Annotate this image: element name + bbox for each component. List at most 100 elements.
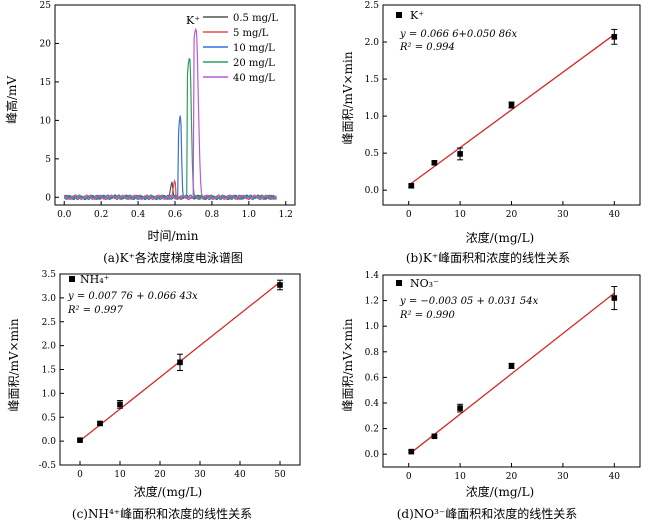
panel-d-ytick-label: 0.8 [365,348,380,358]
panel-c-r2: R² = 0.997 [67,305,124,316]
panel-d-data-point [457,405,463,411]
panel-b-data-point [431,159,438,166]
panel-a-xtick-label: 0.4 [131,210,146,220]
panel-d-calibration: 峰面积/mV×min 浓度/(mg/L) (d)NO³⁻峰面积和浓度的线性关系 … [341,271,641,521]
panel-d-ytick-label: 1.2 [365,297,379,307]
panel-d-xtick-label: 20 [506,472,518,482]
panel-b-ytick-label: 0.0 [365,186,380,196]
panel-c-ytick-label: 0.0 [42,437,57,447]
panel-d-ytick-label: 0.4 [365,399,380,409]
panel-d-ylabel: 峰面积/mV×min [341,318,355,411]
panel-c-ytick-label: 2.0 [42,342,57,352]
panel-b-equation: y = 0.066 6+0.050 86x [399,29,517,40]
panel-d-xtick-label: 40 [609,472,621,482]
panel-c-xtick-label: 20 [154,470,166,480]
panel-c-ytick-label: -0.5 [39,461,57,471]
panel-d-data-point [508,363,515,369]
panel-b-legend-marker [396,12,402,18]
panel-c-ytick-label: 3.5 [42,270,57,280]
panel-c-xtick-label: 40 [234,470,246,480]
panel-a-series-line [63,27,277,201]
panel-d-r2: R² = 0.990 [399,310,456,321]
panel-b-xtick-label: 0 [406,210,412,220]
panel-c-ytick-label: 2.5 [42,318,57,328]
panel-c-xtick-label: 0 [77,470,83,480]
panel-d-data-point [431,433,438,440]
panel-c-data-point [77,437,83,443]
panel-d-xlabel: 浓度/(mg/L) [466,484,534,499]
panel-a-legend-label: 5 mg/L [233,28,269,39]
panel-b-fit-line [410,34,615,184]
panel-b-data-point [408,182,415,189]
panel-b-ytick-label: 1.0 [365,112,380,122]
panel-b-xtick-label: 20 [506,210,518,220]
panel-d-equation: y = −0.003 05 + 0.031 54x [399,296,539,307]
panel-a-xtick-label: 0.6 [168,210,183,220]
panel-a-caption: (a)K⁺各浓度梯度电泳谱图 [103,250,243,265]
panel-a-annotation: K⁺ [186,14,200,27]
panel-b-data-point [611,34,618,40]
panel-a-xtick-label: 1.2 [279,210,293,220]
panel-c-data-point [97,420,103,427]
panel-a-chromatogram: 峰高/mV 时间/min (a)K⁺各浓度梯度电泳谱图 K⁺ 0.0 0.2 0.4… [4,1,296,265]
panel-a-xtick-label: 1.0 [242,210,257,220]
panel-c-xtick-label: 50 [274,470,286,480]
panel-a-ytick-label: 25 [40,1,52,11]
panel-c-ytick-label: 1.0 [42,389,57,399]
panel-a-legend-label: 0.5 mg/L [233,13,278,24]
panel-c-xtick-label: 10 [114,470,126,480]
panel-d-ytick-label: 1.4 [365,271,380,281]
panel-b-ytick-label: 2.0 [365,38,380,48]
panel-a-xtick-label: 0.2 [94,210,108,220]
panel-b-ytick-label: 1.5 [365,75,380,85]
panel-b-r2: R² = 0.994 [399,42,455,53]
panel-d-ytick-label: 1.0 [365,322,380,332]
panel-a-ytick-label: 5 [45,155,51,165]
panel-b-caption: (b)K⁺峰面积和浓度的线性关系 [406,250,570,265]
panel-b-legend-label: K⁺ [410,9,424,22]
panel-c-ytick-label: 3.0 [42,294,57,304]
panel-a-ytick-label: 15 [40,78,52,88]
panel-c-xtick-label: 30 [194,470,206,480]
panel-a-legend-label: 40 mg/L [233,73,275,84]
panel-b-ytick-label: 2.5 [365,1,380,11]
panel-a-ytick-label: 20 [40,39,52,49]
panel-b-xlabel: 浓度/(mg/L) [466,230,534,245]
panel-b-data-point [457,151,463,157]
panel-c-legend-marker [69,276,75,282]
panel-d-ytick-label: 0.0 [365,450,380,460]
panel-d-data-point [611,295,618,301]
panel-d-legend-marker [396,280,402,286]
panel-c-ytick-label: 0.5 [42,413,57,423]
panel-c-calibration: 峰面积/mV×min 浓度/(mg/L) (c)NH⁴⁺峰面积和浓度的线性关系 … [7,270,301,521]
panel-a-xtick-label: 0.8 [205,210,220,220]
panel-c-data-point [277,282,283,288]
panel-a-legend-label: 20 mg/L [233,58,275,69]
panel-d-legend-label: NO₃⁻ [410,277,439,290]
panel-b-data-point [508,102,515,108]
panel-c-ylabel: 峰面积/mV×min [7,318,21,411]
panel-b-ytick-label: 0.5 [365,149,380,159]
panel-d-caption: (d)NO³⁻峰面积和浓度的线性关系 [397,506,578,521]
panel-d-ytick-label: 0.6 [365,373,380,383]
panel-a-ytick-label: 0 [45,193,51,203]
panel-b-ylabel: 峰面积/mV×min [341,51,355,144]
panel-a-xtick-label: 0.0 [57,210,72,220]
panel-a-ylabel: 峰高/mV [4,76,19,124]
panel-b-xtick-label: 10 [454,210,466,220]
panel-d-data-point [408,448,415,455]
panel-a-xlabel: 时间/min [148,229,199,243]
panel-d-fit-line [410,292,615,454]
panel-c-data-point [117,401,123,408]
panel-c-caption: (c)NH⁴⁺峰面积和浓度的线性关系 [72,506,252,521]
panel-c-xlabel: 浓度/(mg/L) [134,484,202,499]
panel-b-calibration: 峰面积/mV×min 浓度/(mg/L) (b)K⁺峰面积和浓度的线性关系 K⁺… [341,1,641,265]
panel-b-xtick-label: 40 [609,210,621,220]
panel-d-xtick-label: 30 [557,472,569,482]
panel-a-ytick-label: 10 [40,116,52,126]
panel-d-ytick-label: 0.2 [365,425,379,435]
panel-c-legend-label: NH₄⁺ [80,273,110,286]
panel-c-ytick-label: 1.5 [42,366,57,376]
panel-c-data-point [177,359,183,366]
